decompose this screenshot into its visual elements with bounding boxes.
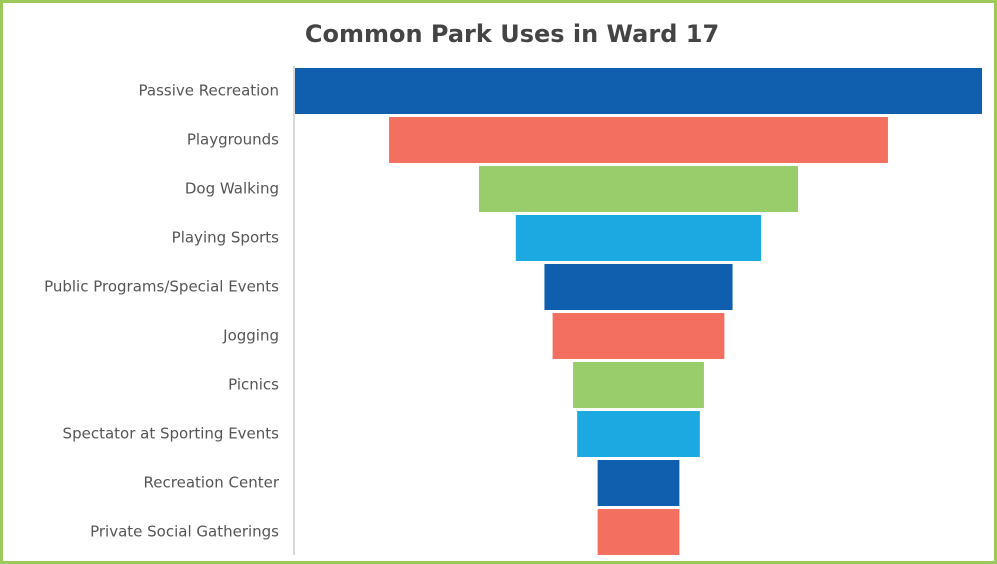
bar bbox=[552, 313, 725, 359]
bar bbox=[577, 411, 700, 457]
bar bbox=[544, 264, 733, 310]
category-label: Dog Walking bbox=[185, 180, 279, 198]
category-label: Jogging bbox=[222, 327, 279, 345]
bar bbox=[389, 117, 888, 163]
bar bbox=[515, 215, 762, 261]
category-label: Spectator at Sporting Events bbox=[63, 425, 280, 443]
bar bbox=[479, 166, 798, 212]
category-label: Recreation Center bbox=[144, 474, 280, 492]
bar bbox=[295, 68, 982, 114]
category-label: Passive Recreation bbox=[139, 82, 279, 100]
bar bbox=[573, 362, 704, 408]
category-label: Playing Sports bbox=[172, 229, 280, 247]
category-label: Picnics bbox=[228, 376, 279, 394]
bar bbox=[597, 460, 680, 506]
category-label: Playgrounds bbox=[187, 131, 279, 149]
category-label: Public Programs/Special Events bbox=[44, 278, 279, 296]
category-label: Private Social Gatherings bbox=[90, 523, 279, 541]
chart-title: Common Park Uses in Ward 17 bbox=[305, 20, 719, 48]
bar bbox=[597, 509, 680, 555]
